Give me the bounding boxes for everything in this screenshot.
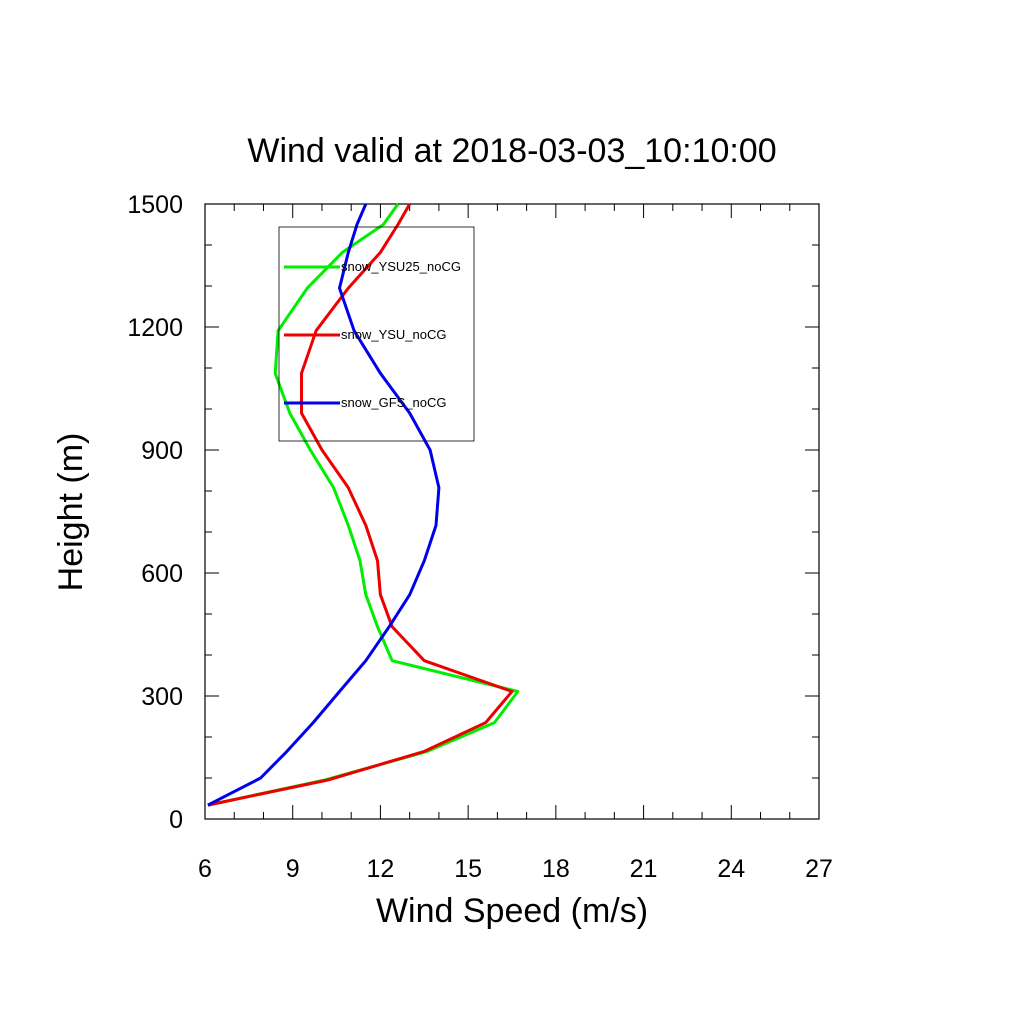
y-tick-labels: 0 300 600 900 1200 1500 bbox=[127, 191, 183, 834]
x-tick-label: 6 bbox=[198, 855, 212, 883]
y-tick-label: 1200 bbox=[127, 314, 183, 342]
plot-frame bbox=[204, 203, 820, 820]
x-tick-label: 9 bbox=[286, 855, 300, 883]
y-tick-label: 600 bbox=[141, 560, 183, 588]
x-tick-label: 18 bbox=[542, 855, 570, 883]
x-tick-label: 12 bbox=[367, 855, 395, 883]
x-tick-labels: 6 9 12 15 18 21 24 27 bbox=[198, 855, 833, 883]
y-axis-label: Height (m) bbox=[52, 433, 90, 592]
series-line-snow_YSU_noCG bbox=[207, 203, 514, 807]
x-tick-label: 21 bbox=[630, 855, 658, 883]
y-tick-label: 300 bbox=[141, 683, 183, 711]
series-line-snow_GFS_noCG bbox=[207, 203, 441, 807]
chart-title: Wind valid at 2018-03-03_10:10:00 bbox=[247, 132, 776, 170]
x-tick-label: 24 bbox=[717, 855, 745, 883]
y-tick-label: 900 bbox=[141, 437, 183, 465]
legend-box bbox=[278, 226, 475, 442]
y-tick-label: 1500 bbox=[127, 191, 183, 219]
legend: snow_YSU25_noCG snow_YSU_noCG snow_GFS_noC… bbox=[278, 226, 475, 442]
x-tick-label: 15 bbox=[454, 855, 482, 883]
series-line-snow_YSU25_noCG bbox=[207, 203, 520, 807]
x-axis-label: Wind Speed (m/s) bbox=[376, 892, 648, 930]
x-tick-label: 27 bbox=[805, 855, 833, 883]
y-tick-label: 0 bbox=[169, 806, 183, 834]
series-lines bbox=[207, 203, 520, 807]
legend-label: snow_GFS_noCG bbox=[341, 395, 447, 410]
legend-label: snow_YSU25_noCG bbox=[341, 259, 461, 274]
axis-ticks bbox=[204, 203, 820, 820]
legend-label: snow_YSU_noCG bbox=[341, 327, 447, 342]
